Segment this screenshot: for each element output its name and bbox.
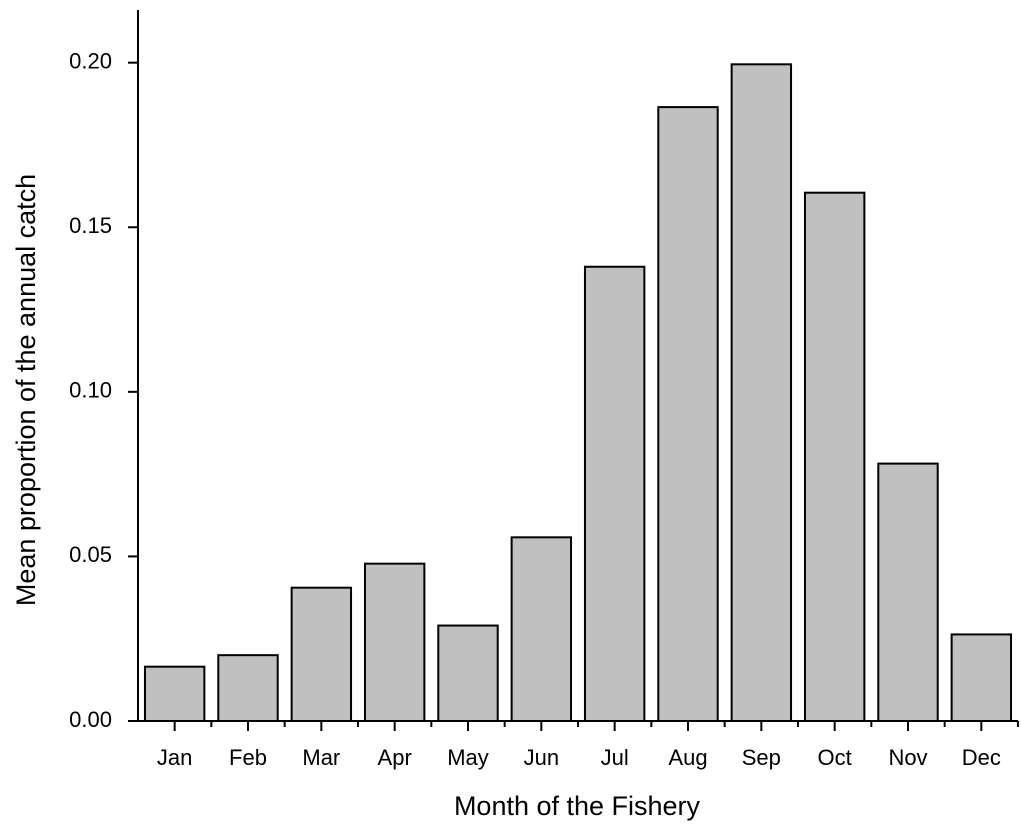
x-tick-label: Aug: [668, 745, 707, 770]
y-tick-label: 0.15: [69, 213, 112, 238]
x-tick-label: Dec: [962, 745, 1001, 770]
x-tick-label: Jan: [157, 745, 192, 770]
bar: [143, 665, 206, 722]
x-tick-label: Mar: [302, 745, 340, 770]
y-tick-label: 0.05: [69, 542, 112, 567]
bar: [657, 106, 719, 722]
bar: [363, 562, 426, 722]
y-axis-title: Mean proportion of the annual catch: [11, 174, 41, 606]
bar: [877, 462, 939, 722]
x-axis-title: Month of the Fishery: [454, 791, 701, 821]
x-tick-label: Oct: [818, 745, 852, 770]
y-tick-label: 0.20: [69, 48, 112, 73]
x-tick-label: Sep: [742, 745, 781, 770]
x-tick-label: Jun: [524, 745, 559, 770]
bar: [290, 586, 353, 722]
bar: [217, 654, 279, 723]
bar: [950, 633, 1013, 722]
y-tick-label: 0.10: [69, 378, 112, 403]
bar: [583, 265, 646, 722]
bar: [437, 624, 499, 723]
x-tick-label: Jul: [601, 745, 629, 770]
x-tick-label: Feb: [229, 745, 267, 770]
bar: [510, 536, 573, 723]
x-tick-label: Nov: [888, 745, 927, 770]
y-tick-label: 0.00: [69, 707, 112, 732]
bar: [803, 191, 866, 722]
bar: [730, 63, 793, 722]
x-tick-label: May: [447, 745, 489, 770]
x-tick-label: Apr: [378, 745, 412, 770]
